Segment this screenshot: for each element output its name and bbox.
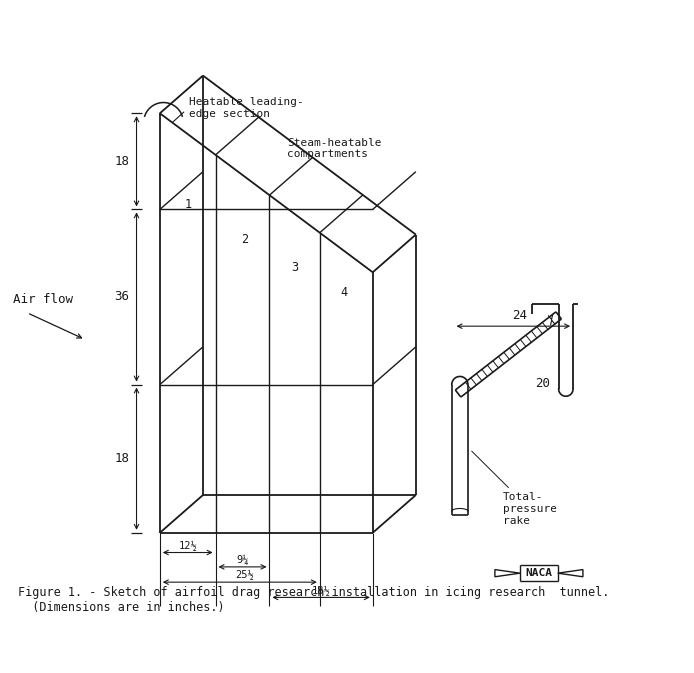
Text: 9¼: 9¼	[236, 555, 248, 565]
Text: 18: 18	[115, 155, 129, 168]
Text: 18½: 18½	[312, 586, 330, 596]
Text: 36: 36	[115, 291, 129, 304]
Text: 20: 20	[535, 377, 550, 390]
Text: 2: 2	[241, 233, 248, 246]
Text: 24: 24	[513, 309, 527, 322]
Text: Heatable leading-
edge section: Heatable leading- edge section	[173, 97, 303, 122]
Text: Total-
pressure
rake: Total- pressure rake	[472, 451, 557, 526]
Text: 18: 18	[115, 452, 129, 465]
Text: 4: 4	[341, 287, 348, 299]
Text: 25½: 25½	[235, 570, 254, 580]
Text: 3: 3	[291, 261, 298, 275]
Text: Figure 1. - Sketch of airfoil drag research installation in icing research  tunn: Figure 1. - Sketch of airfoil drag resea…	[18, 586, 609, 614]
Text: NACA: NACA	[525, 568, 552, 578]
Text: 1: 1	[185, 199, 192, 211]
Text: Steam-heatable
compartments: Steam-heatable compartments	[287, 137, 382, 159]
Text: Air flow: Air flow	[13, 293, 74, 306]
Text: 12½: 12½	[178, 540, 197, 551]
